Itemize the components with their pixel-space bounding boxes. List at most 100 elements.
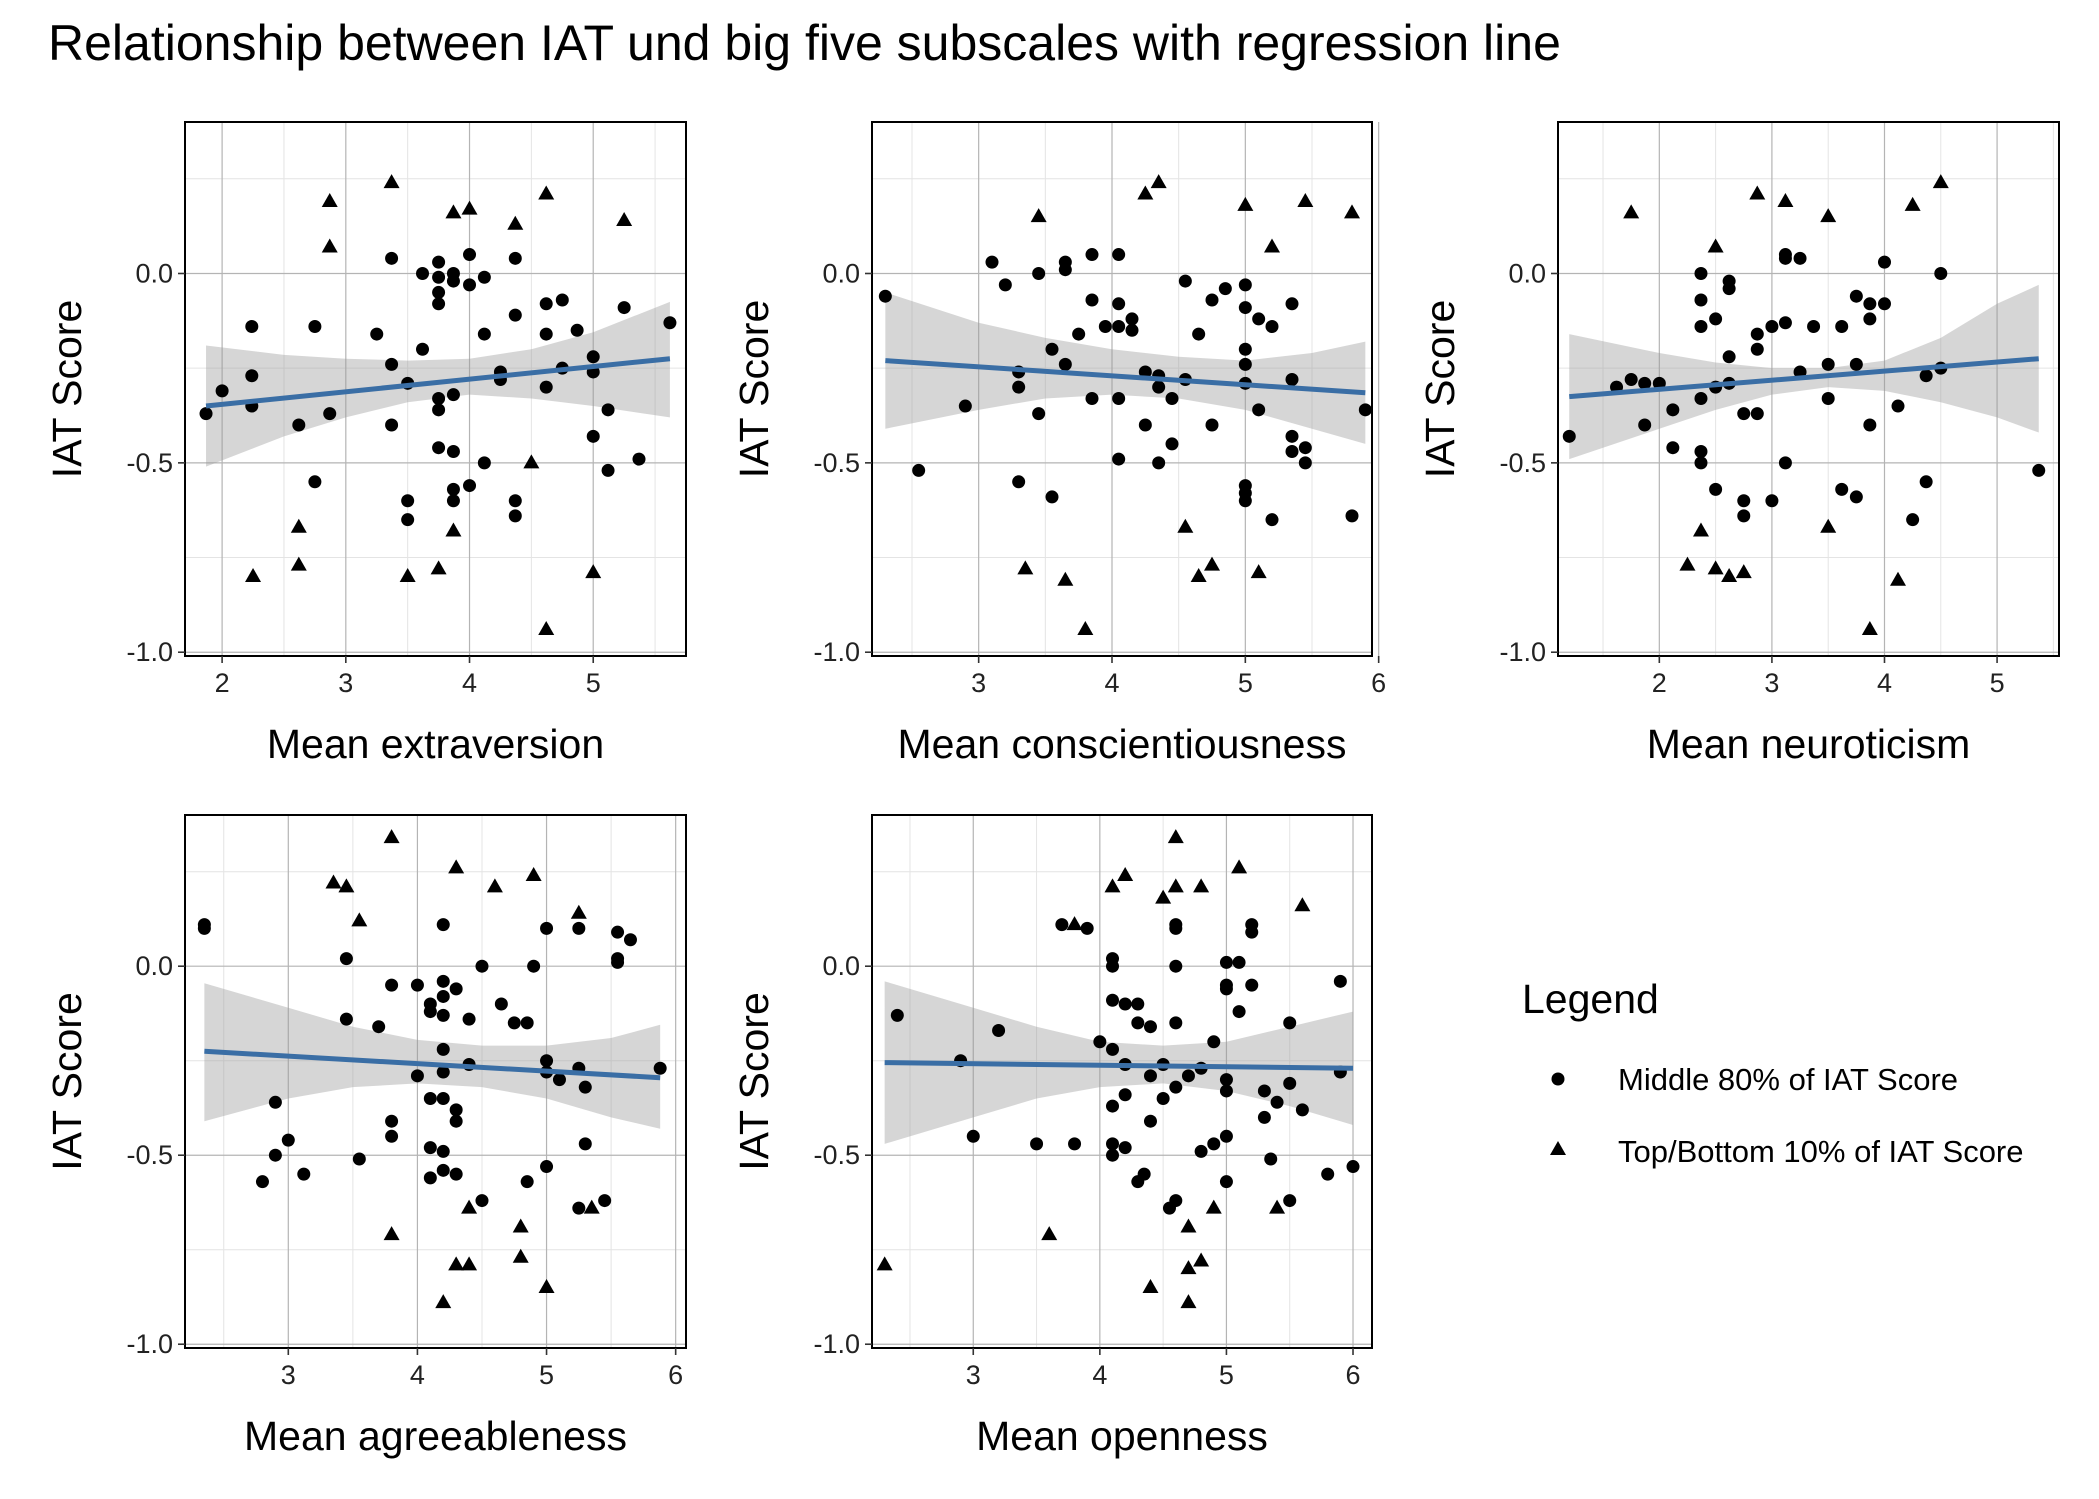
- data-point-middle: [539, 380, 553, 394]
- data-point-extreme: [1250, 564, 1267, 579]
- data-point-middle: [401, 513, 415, 527]
- data-point-middle: [1112, 248, 1126, 262]
- data-point-middle: [1131, 997, 1145, 1011]
- data-point-extreme: [507, 215, 524, 230]
- data-point-extreme: [290, 556, 307, 571]
- data-point-middle: [1283, 1076, 1297, 1090]
- data-point-middle: [520, 1016, 534, 1030]
- data-point-extreme: [486, 878, 503, 893]
- data-point-middle: [432, 391, 446, 405]
- data-point-middle: [1169, 1080, 1183, 1094]
- legend-triangle-icon: [1550, 1141, 1566, 1155]
- data-point-middle: [998, 278, 1012, 292]
- data-point-middle: [436, 1042, 450, 1056]
- data-point-middle: [552, 1073, 566, 1087]
- legend-label-extreme: Top/Bottom 10% of IAT Score: [1618, 1134, 2024, 1169]
- legend-item-middle: Middle 80% of IAT Score: [1551, 1062, 1958, 1097]
- page-title: Relationship between IAT und big five su…: [48, 15, 1561, 71]
- x-tick-label: 3: [971, 668, 986, 698]
- data-point-middle: [1285, 444, 1299, 458]
- data-point-middle: [1106, 1148, 1120, 1162]
- data-point-middle: [1169, 959, 1183, 973]
- data-point-extreme: [383, 1226, 400, 1241]
- data-point-extreme: [383, 174, 400, 189]
- data-point-middle: [432, 255, 446, 269]
- data-point-middle: [1863, 312, 1877, 326]
- y-axis-title: IAT Score: [1417, 300, 1463, 479]
- data-point-middle: [477, 270, 491, 284]
- data-point-middle: [1143, 1114, 1157, 1128]
- data-point-middle: [1257, 1084, 1271, 1098]
- y-tick-label: -1.0: [1499, 637, 1546, 667]
- panel-5: 3 4 5 6 -1.0 -0.5 0.0 Mean openness IAT Score: [731, 814, 1373, 1459]
- data-point-middle: [436, 1092, 450, 1106]
- data-point-middle: [1283, 1016, 1297, 1030]
- data-point-extreme: [512, 1218, 529, 1233]
- data-point-middle: [199, 407, 213, 421]
- data-point-middle: [477, 327, 491, 341]
- data-point-extreme: [538, 1279, 555, 1294]
- legend-label-middle: Middle 80% of IAT Score: [1618, 1062, 1958, 1097]
- data-point-middle: [611, 952, 625, 966]
- data-point-extreme: [1117, 866, 1134, 881]
- data-point-middle: [1265, 320, 1279, 334]
- data-point-middle: [436, 989, 450, 1003]
- data-point-middle: [446, 482, 460, 496]
- data-point-middle: [1333, 974, 1347, 988]
- data-point-middle: [1694, 320, 1708, 334]
- data-point-extreme: [1180, 1260, 1197, 1275]
- panel-frame: [184, 814, 687, 1349]
- y-tick-label: 0.0: [135, 258, 173, 288]
- x-axis-title: Mean extraversion: [267, 721, 604, 767]
- data-point-middle: [197, 921, 211, 935]
- data-point-extreme: [461, 1256, 478, 1271]
- panel-3: 2 3 4 5 -1.0 -0.5 0.0 Mean neuroticism IAT Score: [1417, 121, 2060, 767]
- data-point-middle: [436, 1065, 450, 1079]
- y-tick-label: -1.0: [813, 637, 860, 667]
- panels-layer: 2 3 4 5 -1.0 -0.5 0.0 Mean extraversion IAT Scor…: [44, 121, 2060, 1459]
- data-point-middle: [323, 407, 337, 421]
- regression-line: [884, 1060, 1354, 1071]
- data-point-middle: [623, 933, 637, 947]
- data-point-middle: [1112, 452, 1126, 466]
- data-point-middle: [1285, 373, 1299, 387]
- data-point-middle: [611, 925, 625, 939]
- data-point-middle: [1934, 266, 1948, 280]
- y-tick-label: -0.5: [126, 448, 173, 478]
- data-point-middle: [1207, 1137, 1221, 1151]
- data-point-middle: [1891, 399, 1905, 413]
- data-point-extreme: [583, 1199, 600, 1214]
- data-point-middle: [1750, 407, 1764, 421]
- x-axis-title: Mean neuroticism: [1647, 721, 1971, 767]
- data-point-middle: [1694, 456, 1708, 470]
- data-point-extreme: [448, 859, 465, 874]
- data-point-middle: [1245, 925, 1259, 939]
- data-point-middle: [586, 429, 600, 443]
- panel-frame: [871, 814, 1373, 1349]
- x-tick-label: 3: [966, 1360, 981, 1390]
- data-point-extreme: [445, 522, 462, 537]
- panel-frame: [871, 121, 1373, 657]
- data-point-middle: [572, 921, 586, 935]
- data-point-middle: [1849, 289, 1863, 303]
- data-point-middle: [1722, 282, 1736, 296]
- data-point-middle: [446, 494, 460, 508]
- data-point-middle: [1106, 993, 1120, 1007]
- data-point-middle: [663, 316, 677, 330]
- data-point-middle: [1207, 1035, 1221, 1049]
- data-point-middle: [617, 301, 631, 315]
- data-point-middle: [1765, 494, 1779, 508]
- data-point-middle: [598, 1194, 612, 1208]
- data-point-middle: [1238, 357, 1252, 371]
- data-point-middle: [1238, 342, 1252, 356]
- data-point-middle: [1169, 918, 1183, 932]
- y-axis-title: IAT Score: [44, 300, 90, 479]
- data-point-extreme: [430, 560, 447, 575]
- data-point-middle: [436, 974, 450, 988]
- data-point-middle: [385, 418, 399, 432]
- data-point-extreme: [1707, 238, 1724, 253]
- data-point-middle: [1835, 320, 1849, 334]
- y-axis-title: IAT Score: [44, 992, 90, 1171]
- data-point-middle: [1232, 1005, 1246, 1019]
- data-point-extreme: [351, 912, 368, 927]
